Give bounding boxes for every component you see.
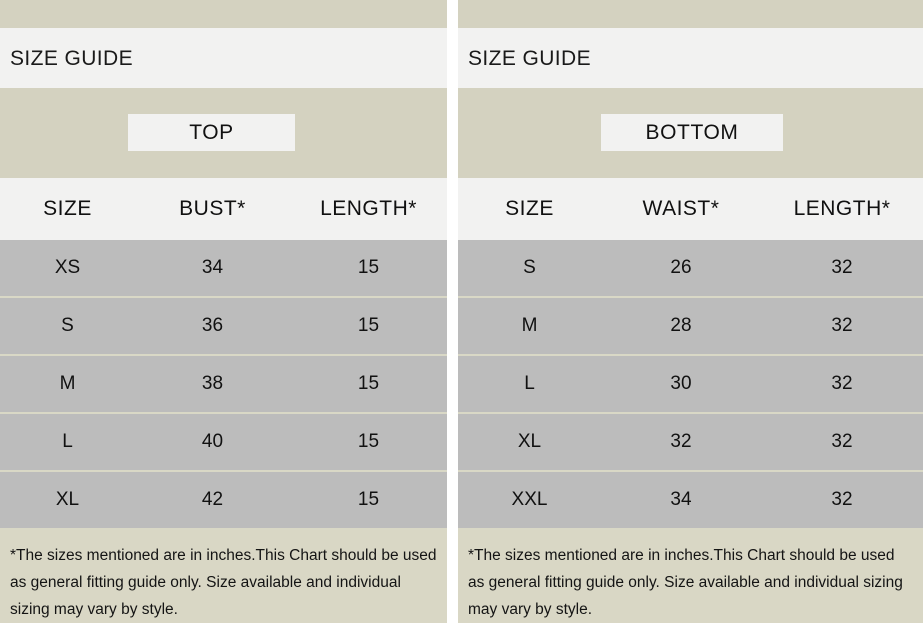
table-header-row: SIZE WAIST* LENGTH*: [458, 178, 923, 240]
cell-waist: 28: [670, 315, 692, 336]
table-row: S 26 32: [458, 240, 923, 298]
cell-size: M: [521, 315, 538, 336]
cell-length: 15: [357, 315, 380, 336]
cell-length: 32: [831, 431, 853, 452]
cell-bust: 42: [201, 489, 224, 510]
column-header-size: SIZE: [43, 197, 92, 220]
table-row: L 30 32: [458, 356, 923, 414]
column-header-bust: BUST*: [179, 197, 246, 220]
cell-bust: 38: [201, 373, 224, 394]
cell-size: XL: [55, 489, 80, 510]
panel-top-strip: [458, 0, 923, 28]
cell-waist: 32: [670, 431, 692, 452]
page-title: SIZE GUIDE: [10, 46, 134, 70]
cell-size: M: [59, 373, 76, 394]
footnote-text: *The sizes mentioned are in inches.This …: [468, 547, 903, 619]
column-header-waist: WAIST*: [642, 197, 720, 220]
panel-chip-band: BOTTOM: [458, 88, 923, 178]
footnote-text: *The sizes mentioned are in inches.This …: [10, 547, 437, 619]
column-header-size: SIZE: [505, 197, 554, 220]
cell-bust: 36: [201, 315, 224, 336]
table-row: XL 32 32: [458, 414, 923, 472]
size-guide-panel-top: SIZE GUIDE TOP SIZE BUST* LENGTH* XS 34 …: [0, 0, 447, 623]
panel-title-band: SIZE GUIDE: [0, 28, 447, 88]
cell-size: XL: [517, 431, 542, 452]
table-row: M 28 32: [458, 298, 923, 356]
table-row: XL 42 15: [0, 472, 447, 530]
size-guide-panel-bottom: SIZE GUIDE BOTTOM SIZE WAIST* LENGTH* S …: [458, 0, 923, 623]
cell-bust: 34: [201, 257, 224, 278]
cell-size: L: [62, 431, 73, 452]
panel-top-strip: [0, 0, 447, 28]
size-table-top: SIZE BUST* LENGTH* XS 34 15 S 36 15 M 38…: [0, 178, 447, 530]
cell-length: 15: [357, 489, 380, 510]
table-row: M 38 15: [0, 356, 447, 414]
cell-length: 32: [831, 373, 853, 394]
table-row: XXL 34 32: [458, 472, 923, 530]
cell-length: 32: [831, 257, 853, 278]
cell-length: 15: [357, 431, 380, 452]
cell-length: 15: [357, 373, 380, 394]
footnote-block: *The sizes mentioned are in inches.This …: [0, 530, 447, 623]
table-header-row: SIZE BUST* LENGTH*: [0, 178, 447, 240]
panel-title-band: SIZE GUIDE: [458, 28, 923, 88]
category-chip-top: TOP: [128, 114, 295, 151]
cell-length: 32: [831, 315, 853, 336]
cell-waist: 26: [670, 257, 692, 278]
category-chip-label: BOTTOM: [645, 120, 739, 144]
cell-size: S: [61, 315, 74, 336]
category-chip-label: TOP: [189, 120, 234, 144]
cell-size: XXL: [511, 489, 548, 510]
cell-length: 15: [357, 257, 380, 278]
cell-size: XS: [54, 257, 81, 278]
panel-chip-band: TOP: [0, 88, 447, 178]
page-title: SIZE GUIDE: [468, 46, 592, 70]
table-row: S 36 15: [0, 298, 447, 356]
cell-waist: 34: [670, 489, 692, 510]
cell-length: 32: [831, 489, 853, 510]
footnote-block: *The sizes mentioned are in inches.This …: [458, 530, 923, 623]
table-row: L 40 15: [0, 414, 447, 472]
cell-size: L: [524, 373, 535, 394]
cell-bust: 40: [201, 431, 224, 452]
cell-waist: 30: [670, 373, 692, 394]
column-header-length: LENGTH*: [761, 178, 923, 240]
category-chip-bottom: BOTTOM: [601, 114, 783, 151]
cell-size: S: [523, 257, 536, 278]
column-header-length: LENGTH*: [290, 178, 447, 240]
size-table-bottom: SIZE WAIST* LENGTH* S 26 32 M 28 32 L 30…: [458, 178, 923, 530]
panel-gutter: [447, 0, 458, 623]
table-row: XS 34 15: [0, 240, 447, 298]
